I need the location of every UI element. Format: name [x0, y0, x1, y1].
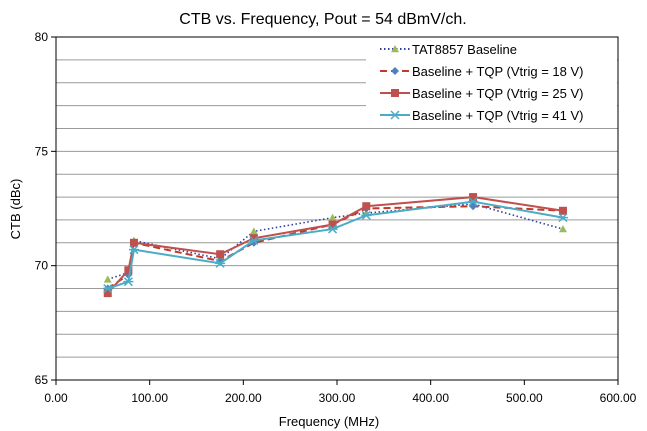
series-line — [107, 196, 564, 294]
data-point — [468, 197, 479, 207]
legend-label: Baseline + TQP (Vtrig = 41 V) — [412, 108, 584, 123]
y-axis-ticks: 65 70 75 80 — [35, 30, 56, 387]
legend-label: TAT8857 Baseline — [412, 42, 517, 57]
data-point — [391, 45, 399, 53]
x-axis-ticks: 0.00 100.00 200.00 300.00 400.00 500.00 600.00 — [44, 380, 637, 405]
y-axis-title: CTB (dBc) — [8, 179, 23, 240]
data-point — [558, 206, 567, 215]
data-point — [361, 210, 372, 220]
x-tick-label: 600.00 — [600, 391, 637, 405]
data-point — [216, 250, 225, 259]
x-tick-label: 500.00 — [506, 391, 543, 405]
series-layer — [102, 193, 568, 298]
legend-item: Baseline + TQP (Vtrig = 18 V) — [380, 64, 584, 79]
y-tick-label: 70 — [35, 259, 49, 273]
legend-item: TAT8857 Baseline — [380, 42, 517, 57]
x-tick-label: 100.00 — [131, 391, 168, 405]
legend-box — [366, 38, 617, 128]
data-point — [328, 220, 337, 229]
data-point — [124, 266, 133, 275]
chart-title: CTB vs. Frequency, Pout = 54 dBmV/ch. — [179, 11, 466, 28]
data-point — [249, 234, 258, 243]
data-point — [327, 224, 338, 234]
legend-item: Baseline + TQP (Vtrig = 25 V) — [380, 86, 584, 101]
series-3 — [103, 193, 567, 298]
series-line — [107, 200, 564, 290]
data-point — [249, 227, 258, 235]
data-point — [129, 238, 138, 247]
data-point — [391, 67, 399, 75]
y-tick-label: 75 — [35, 144, 49, 158]
data-point — [102, 284, 113, 294]
data-point — [103, 289, 112, 298]
legend-item: Baseline + TQP (Vtrig = 41 V) — [380, 108, 584, 123]
data-point — [128, 245, 139, 255]
legend: TAT8857 Baseline Baseline + TQP (Vtrig = … — [366, 38, 617, 128]
data-point — [558, 225, 567, 233]
data-point — [215, 258, 226, 268]
x-tick-label: 400.00 — [412, 391, 449, 405]
legend-label: Baseline + TQP (Vtrig = 18 V) — [412, 64, 584, 79]
data-point — [328, 213, 337, 221]
legend-label: Baseline + TQP (Vtrig = 25 V) — [412, 86, 584, 101]
data-point — [103, 275, 112, 283]
data-point — [469, 193, 478, 202]
y-tick-label: 80 — [35, 30, 49, 44]
data-point — [362, 202, 371, 211]
series-1 — [103, 199, 567, 283]
data-point — [248, 235, 259, 246]
x-axis-title: Frequency (MHz) — [279, 414, 379, 429]
series-line — [107, 203, 564, 281]
series-4 — [102, 197, 568, 294]
y-tick-label: 65 — [35, 373, 49, 387]
x-tick-label: 200.00 — [225, 391, 262, 405]
data-point — [557, 213, 568, 223]
x-tick-label: 0.00 — [44, 391, 68, 405]
x-tick-label: 300.00 — [319, 391, 356, 405]
data-point — [391, 89, 399, 97]
data-point — [123, 277, 134, 287]
data-point — [390, 110, 400, 120]
